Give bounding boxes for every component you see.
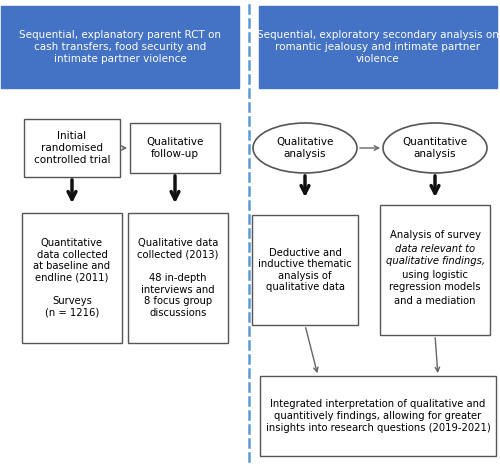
Text: data relevant to: data relevant to [395, 243, 475, 254]
FancyBboxPatch shape [252, 215, 358, 325]
FancyBboxPatch shape [1, 6, 239, 88]
Text: Quantitative
data collected
at baseline and
endline (2011)

Surveys
(n = 1216): Quantitative data collected at baseline … [34, 238, 110, 318]
Text: Analysis of survey: Analysis of survey [390, 230, 480, 241]
Text: Sequential, exploratory secondary analysis on
romantic jealousy and intimate par: Sequential, exploratory secondary analys… [257, 30, 499, 64]
Text: Qualitative data
collected (2013)

48 in-depth
interviews and
8 focus group
disc: Qualitative data collected (2013) 48 in-… [138, 238, 218, 318]
Text: and a mediation: and a mediation [394, 295, 476, 305]
Text: Sequential, explanatory parent RCT on
cash transfers, food security and
intimate: Sequential, explanatory parent RCT on ca… [19, 30, 221, 64]
FancyBboxPatch shape [380, 205, 490, 335]
Text: Qualitative
follow-up: Qualitative follow-up [146, 137, 204, 159]
Text: Integrated interpretation of qualitative and
quantitively findings, allowing for: Integrated interpretation of qualitative… [266, 400, 490, 432]
Ellipse shape [253, 123, 357, 173]
Text: Deductive and
inductive thematic
analysis of
qualitative data: Deductive and inductive thematic analysi… [258, 248, 352, 292]
Text: regression models: regression models [389, 282, 481, 293]
Text: Qualitative
analysis: Qualitative analysis [276, 137, 334, 159]
FancyBboxPatch shape [259, 6, 497, 88]
FancyBboxPatch shape [260, 376, 496, 456]
Text: Initial
randomised
controlled trial: Initial randomised controlled trial [34, 131, 110, 165]
Text: qualitative findings,: qualitative findings, [386, 257, 484, 266]
Ellipse shape [383, 123, 487, 173]
Text: Quantitative
analysis: Quantitative analysis [402, 137, 468, 159]
FancyBboxPatch shape [22, 213, 122, 343]
FancyBboxPatch shape [128, 213, 228, 343]
FancyBboxPatch shape [130, 123, 220, 173]
Text: using logistic: using logistic [402, 270, 468, 280]
FancyBboxPatch shape [24, 119, 120, 177]
